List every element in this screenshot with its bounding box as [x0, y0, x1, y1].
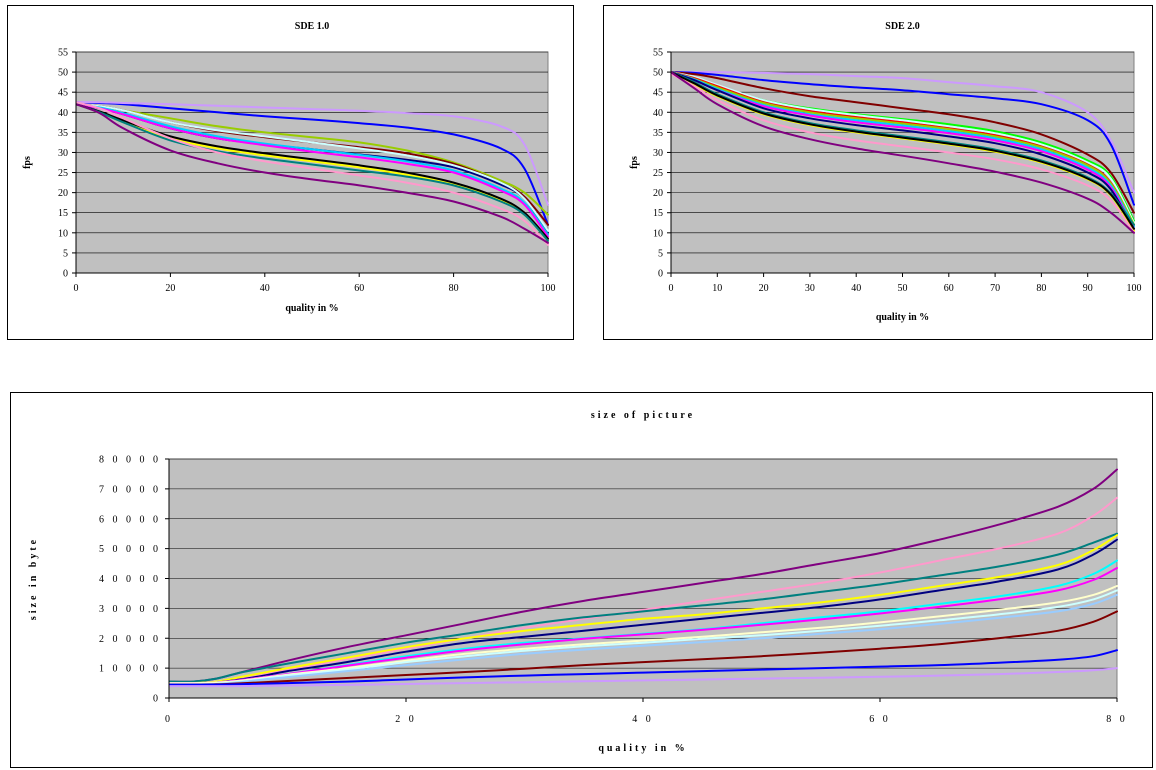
sde1-series-line-2 [76, 101, 549, 206]
sde2-chart-title: SDE 2.0 [885, 21, 919, 32]
sde2-x-tick-label: 50 [898, 283, 908, 294]
sde2-series-line-5 [671, 71, 1135, 224]
size-y-tick-label: 8 0 0 0 0 [99, 455, 161, 466]
sde2-y-tick-label: 15 [653, 208, 663, 219]
sde2-y-tick-label: 45 [653, 88, 663, 99]
sde2-y-tick-label: 10 [653, 228, 663, 239]
size-x-tick-label: 0 [165, 714, 173, 725]
size-y-axis-title: size in byte [28, 537, 39, 620]
sde2-series-line-3 [671, 71, 1135, 214]
sde2-x-tick-label: 100 [1127, 283, 1142, 294]
sde1-x-tick-label: 100 [541, 283, 556, 294]
sde1-x-tick-label: 0 [74, 283, 79, 294]
sde1-series-line-1 [76, 101, 549, 226]
size-y-tick-label: 4 0 0 0 0 [99, 574, 161, 585]
sde1-x-tick-label: 40 [260, 283, 270, 294]
sde1-series-line-12 [76, 101, 549, 246]
sde2-series-line-14 [671, 73, 1135, 234]
size-series-line-11 [169, 610, 1118, 686]
sde1-y-tick-label: 15 [58, 208, 68, 219]
sde1-y-tick-label: 10 [58, 228, 68, 239]
sde1-y-tick-label: 20 [58, 188, 68, 199]
size-series-line-13 [169, 667, 1118, 688]
size-x-tick-label: 8 0 [1106, 714, 1128, 725]
sde1-x-tick-label: 60 [354, 283, 364, 294]
sde2-y-tick-label: 50 [653, 68, 663, 79]
sde2-plot-area [670, 51, 1135, 274]
size-y-tick-label: 3 0 0 0 0 [99, 604, 161, 615]
sde2-series-line-11 [671, 71, 1135, 226]
sde2-series-line-15 [671, 71, 1135, 234]
sde1-y-tick-label: 5 [63, 248, 68, 259]
size-y-tick-label: 7 0 0 0 0 [99, 484, 161, 495]
sde1-x-tick-label: 80 [449, 283, 459, 294]
sde1-series-line-6 [76, 103, 549, 232]
sde2-y-tick-label: 55 [653, 48, 663, 59]
sde1-y-tick-label: 0 [63, 269, 68, 280]
sde1-x-axis-title: quality in % [285, 303, 338, 314]
sde1-chart-title: SDE 1.0 [295, 21, 329, 32]
sde2-x-tick-label: 70 [990, 283, 1000, 294]
sde2-y-axis-title: fps [629, 156, 640, 169]
sde2-chart: 0 5 10 15 20 25 30 35 40 45 50 55 0 10 20 30 40 50 60 70 80 9… [629, 21, 1142, 323]
sde2-x-tick-label: 10 [712, 283, 722, 294]
sde2-series-line-7 [671, 71, 1135, 226]
sde2-series-line-2 [671, 71, 1135, 206]
size-x-tick-label: 6 0 [869, 714, 891, 725]
sde1-series-line-13 [76, 103, 549, 244]
sde1-y-axis-title: fps [22, 156, 33, 169]
size-series-line-3 [169, 532, 1118, 683]
sde1-y-tick-label: 55 [58, 48, 68, 59]
sde2-series-line-8 [671, 71, 1135, 228]
sde1-series-line-10 [76, 103, 549, 240]
sde1-y-tick-label: 40 [58, 108, 68, 119]
sde2-x-tick-label: 60 [944, 283, 954, 294]
sde2-y-tick-label: 35 [653, 128, 663, 139]
size-x-tick-label: 4 0 [632, 714, 654, 725]
size-x-tick-label: 2 0 [395, 714, 417, 725]
sde2-y-tick-label: 5 [658, 248, 663, 259]
sde2-x-tick-label: 20 [759, 283, 769, 294]
size-series-line-2 [169, 496, 1118, 685]
picture-size-chart-panel: 0 1 0 0 0 0 2 0 0 0 0 3 0 0 0 0 4 0 0 0 0 5 0… [10, 392, 1153, 768]
sde2-y-tick-label: 0 [658, 269, 663, 280]
sde2-y-tick-label: 30 [653, 148, 663, 159]
sde2-series-line-10 [671, 71, 1135, 232]
size-y-tick-label: 6 0 0 0 0 [99, 514, 161, 525]
sde2-x-tick-label: 90 [1083, 283, 1093, 294]
sde1-chart: 0 5 10 15 20 25 30 35 40 45 50 55 0 20 40 60 80 100 SDE 1.… [22, 21, 556, 314]
size-y-tick-label: 2 0 0 0 0 [99, 634, 161, 645]
sde2-chart-panel: 0 5 10 15 20 25 30 35 40 45 50 55 0 10 20 30 40 50 60 70 80 9… [603, 5, 1153, 340]
sde1-series-line-8 [76, 103, 549, 238]
sde2-x-axis-title: quality in % [876, 312, 929, 323]
sde2-x-tick-label: 30 [805, 283, 815, 294]
sde1-series-line-11 [76, 103, 549, 242]
sde2-x-tick-label: 40 [851, 283, 861, 294]
sde1-y-tick-label: 45 [58, 88, 68, 99]
size-chart-title: size of picture [591, 410, 695, 421]
sde1-y-tick-label: 25 [58, 168, 68, 179]
sde1-plot-area [75, 51, 549, 274]
sde1-y-tick-label: 30 [58, 148, 68, 159]
sde2-x-tick-label: 80 [1036, 283, 1046, 294]
size-series-line-4 [169, 534, 1118, 685]
size-series-line-12 [169, 649, 1118, 686]
sde1-series-line-7 [76, 103, 549, 236]
sde2-y-tick-label: 20 [653, 188, 663, 199]
size-x-axis-title: quality in % [598, 743, 687, 754]
sde2-series-line-1 [671, 71, 1135, 194]
sde2-y-tick-label: 40 [653, 108, 663, 119]
sde2-x-tick-label: 0 [669, 283, 674, 294]
size-series-line-10 [169, 593, 1118, 686]
size-y-tick-label: 5 0 0 0 0 [99, 544, 161, 555]
size-y-tick-label: 1 0 0 0 0 [99, 664, 161, 675]
sde1-y-tick-label: 50 [58, 68, 68, 79]
picture-size-chart: 0 1 0 0 0 0 2 0 0 0 0 3 0 0 0 0 4 0 0 0 0 5 0… [28, 410, 1128, 754]
sde2-y-tick-label: 25 [653, 168, 663, 179]
size-y-tick-label: 0 [153, 694, 161, 705]
sde1-x-tick-label: 20 [165, 283, 175, 294]
sde1-chart-panel: 0 5 10 15 20 25 30 35 40 45 50 55 0 20 40 60 80 100 SDE 1.… [7, 5, 574, 340]
sde2-series-line-13 [671, 71, 1135, 230]
sde1-y-tick-label: 35 [58, 128, 68, 139]
